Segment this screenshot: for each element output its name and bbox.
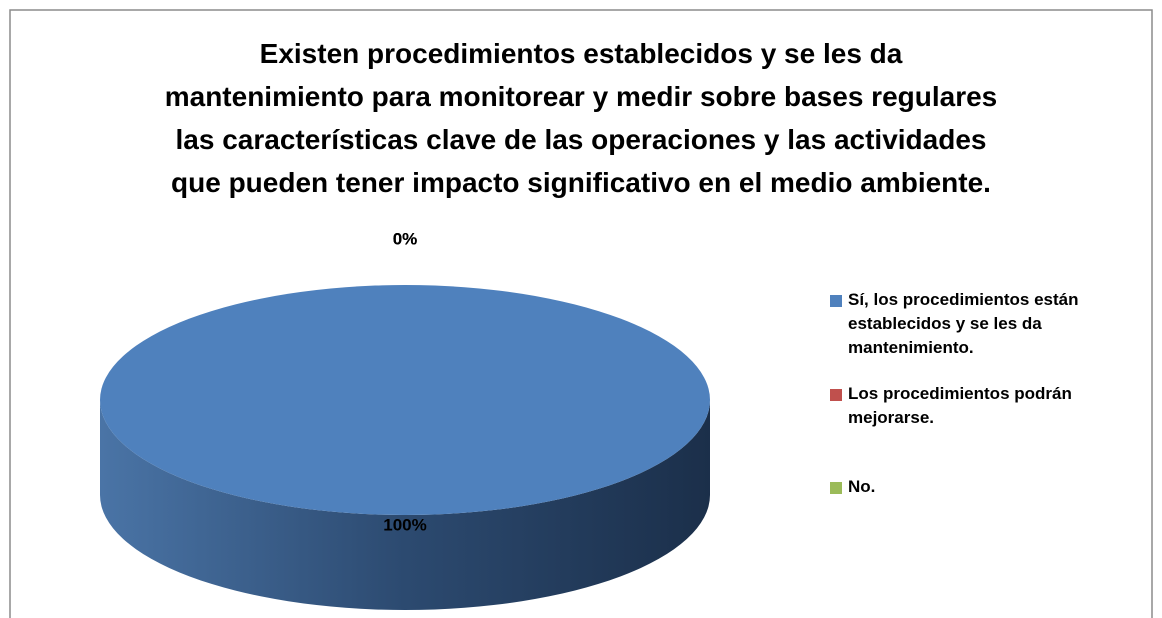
legend-swatch xyxy=(830,389,842,401)
legend: Sí, los procedimientos están establecido… xyxy=(828,288,1118,544)
chart-border xyxy=(9,9,1153,618)
data-label: 0% xyxy=(393,229,418,248)
data-label: 100% xyxy=(383,515,426,534)
data-label: 0% xyxy=(393,229,418,248)
chart-title: Existen procedimientos establecidos y se… xyxy=(0,32,1162,204)
legend-item: No. xyxy=(828,475,1118,499)
legend-swatch xyxy=(830,295,842,307)
pie-slice xyxy=(100,285,710,515)
title-line: Existen procedimientos establecidos y se… xyxy=(259,38,903,69)
title-line: las características clave de las operaci… xyxy=(175,124,987,155)
legend-label: Los procedimientos podrán mejorarse. xyxy=(848,384,1072,427)
legend-swatch xyxy=(830,482,842,494)
legend-item: Los procedimientos podrán mejorarse. xyxy=(828,382,1118,430)
title-line: mantenimiento para monitorear y medir so… xyxy=(164,81,998,112)
legend-label: No. xyxy=(848,477,876,496)
legend-label: Sí, los procedimientos están establecido… xyxy=(848,290,1079,357)
pie-side xyxy=(100,400,710,610)
title-line: que pueden tener impacto significativo e… xyxy=(171,167,991,198)
legend-item: Sí, los procedimientos están establecido… xyxy=(828,288,1118,360)
